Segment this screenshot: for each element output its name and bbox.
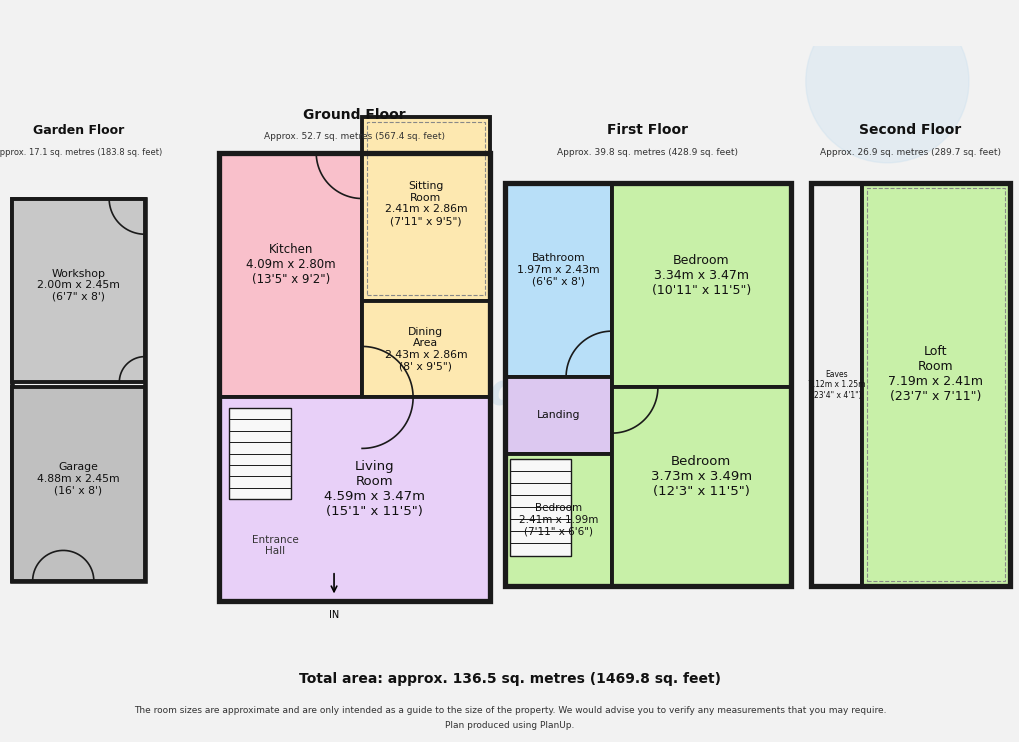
Bar bbox=[367, 122, 484, 295]
Bar bbox=[12, 199, 145, 581]
Bar bbox=[504, 377, 611, 453]
Bar bbox=[611, 183, 790, 387]
Text: Sitting
Room
2.41m x 2.86m
(7'11" x 9'5"): Sitting Room 2.41m x 2.86m (7'11" x 9'5"… bbox=[384, 181, 467, 226]
Bar bbox=[219, 398, 489, 602]
Text: IN: IN bbox=[328, 610, 339, 620]
Text: Approx. 52.7 sq. metres (567.4 sq. feet): Approx. 52.7 sq. metres (567.4 sq. feet) bbox=[264, 132, 444, 141]
Text: Plan produced using PlanUp.: Plan produced using PlanUp. bbox=[445, 721, 574, 730]
Bar bbox=[504, 183, 611, 377]
Text: Ground Floor: Ground Floor bbox=[303, 108, 406, 122]
Text: Workshop
2.00m x 2.45m
(6'7" x 8'): Workshop 2.00m x 2.45m (6'7" x 8') bbox=[37, 269, 120, 302]
Bar bbox=[510, 459, 571, 556]
Bar bbox=[219, 153, 489, 602]
Bar bbox=[861, 183, 1009, 586]
Text: Bathroom
1.97m x 2.43m
(6'6" x 8'): Bathroom 1.97m x 2.43m (6'6" x 8') bbox=[517, 253, 599, 286]
Text: Approx. 39.8 sq. metres (428.9 sq. feet): Approx. 39.8 sq. metres (428.9 sq. feet) bbox=[556, 148, 738, 157]
Bar bbox=[504, 183, 790, 586]
Text: Living
Room
4.59m x 3.47m
(15'1" x 11'5"): Living Room 4.59m x 3.47m (15'1" x 11'5"… bbox=[324, 460, 425, 518]
Text: Entrance
Hall: Entrance Hall bbox=[252, 534, 299, 556]
Text: Garage
4.88m x 2.45m
(16' x 8'): Garage 4.88m x 2.45m (16' x 8') bbox=[37, 462, 120, 496]
Text: Garden Floor: Garden Floor bbox=[33, 125, 124, 137]
Bar bbox=[866, 188, 1004, 581]
Bar bbox=[504, 453, 611, 586]
Text: Landing: Landing bbox=[536, 410, 580, 420]
Bar bbox=[12, 199, 145, 382]
Text: The room sizes are approximate and are only intended as a guide to the size of t: The room sizes are approximate and are o… bbox=[133, 706, 886, 715]
Text: Dining
Area
2.43m x 2.86m
(8' x 9'5"): Dining Area 2.43m x 2.86m (8' x 9'5") bbox=[384, 326, 467, 371]
Text: Loft
Room
7.19m x 2.41m
(23'7" x 7'11"): Loft Room 7.19m x 2.41m (23'7" x 7'11") bbox=[888, 346, 982, 404]
Bar bbox=[362, 117, 489, 301]
Text: Bedroom
2.41m x 1.99m
(7'11" x 6'6"): Bedroom 2.41m x 1.99m (7'11" x 6'6") bbox=[519, 503, 597, 536]
Text: Second Floor: Second Floor bbox=[858, 123, 961, 137]
Bar bbox=[810, 183, 1009, 586]
Text: Sales and Lettings: Sales and Lettings bbox=[277, 371, 742, 414]
Text: Approx. 17.1 sq. metres (183.8 sq. feet): Approx. 17.1 sq. metres (183.8 sq. feet) bbox=[0, 148, 162, 157]
Text: Bedroom
3.73m x 3.49m
(12'3" x 11'5"): Bedroom 3.73m x 3.49m (12'3" x 11'5") bbox=[650, 455, 751, 498]
Text: First Floor: First Floor bbox=[606, 123, 688, 137]
Text: Approx. 26.9 sq. metres (289.7 sq. feet): Approx. 26.9 sq. metres (289.7 sq. feet) bbox=[819, 148, 1000, 157]
Text: Bedroom
3.34m x 3.47m
(10'11" x 11'5"): Bedroom 3.34m x 3.47m (10'11" x 11'5") bbox=[651, 254, 750, 297]
Text: Kitchen
4.09m x 2.80m
(13'5" x 9'2"): Kitchen 4.09m x 2.80m (13'5" x 9'2") bbox=[246, 243, 335, 286]
Bar bbox=[229, 407, 290, 499]
Bar bbox=[611, 387, 790, 586]
Bar bbox=[12, 387, 145, 581]
Bar bbox=[219, 153, 362, 398]
Bar bbox=[362, 301, 489, 398]
Text: Eaves
7.12m x 1.25m
(23'4" x 4'1"): Eaves 7.12m x 1.25m (23'4" x 4'1") bbox=[807, 370, 864, 400]
Bar bbox=[810, 183, 861, 586]
Text: Total area: approx. 136.5 sq. metres (1469.8 sq. feet): Total area: approx. 136.5 sq. metres (14… bbox=[299, 672, 720, 686]
Circle shape bbox=[805, 0, 968, 162]
